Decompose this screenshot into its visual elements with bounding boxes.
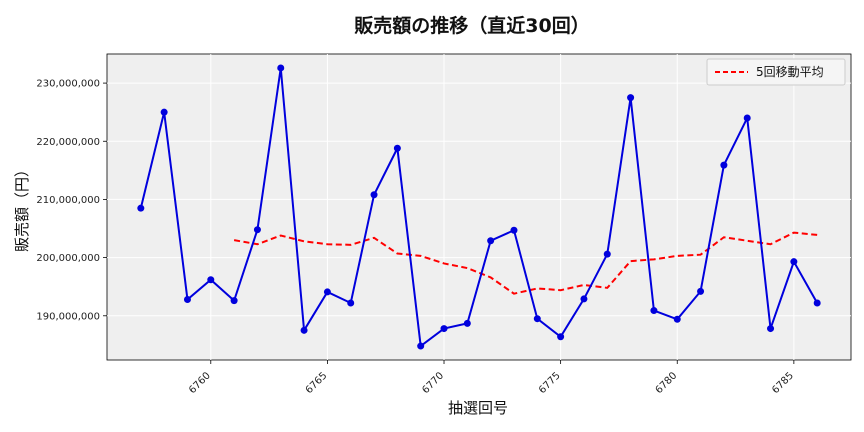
data-point bbox=[487, 237, 495, 245]
legend: 5回移動平均 bbox=[706, 58, 846, 86]
data-point bbox=[417, 342, 425, 350]
x-tick-label: 6785 bbox=[770, 370, 796, 396]
plot-area bbox=[106, 53, 852, 361]
y-tick-label: 200,000,000 bbox=[36, 253, 100, 264]
legend-box bbox=[706, 58, 846, 86]
legend-label-moving-average: 5回移動平均 bbox=[756, 65, 824, 79]
data-point bbox=[440, 325, 448, 333]
data-point bbox=[510, 226, 518, 234]
data-point bbox=[370, 191, 378, 199]
y-tick-label: 230,000,000 bbox=[36, 79, 100, 90]
data-point bbox=[277, 64, 285, 72]
data-point bbox=[300, 326, 308, 334]
y-tick-label: 190,000,000 bbox=[36, 311, 100, 322]
chart-title: 販売額の推移（直近30回） bbox=[354, 14, 589, 37]
y-tick-label: 220,000,000 bbox=[36, 137, 100, 148]
data-point bbox=[580, 295, 588, 303]
data-point bbox=[160, 108, 168, 116]
data-point bbox=[603, 250, 611, 258]
data-point bbox=[743, 114, 751, 122]
data-point bbox=[627, 94, 635, 102]
grid bbox=[107, 54, 851, 360]
data-point bbox=[323, 288, 331, 296]
y-axis-ticks: 190,000,000 200,000,000 210,000,000 220,000… bbox=[36, 79, 107, 322]
x-tick-label: 6780 bbox=[654, 370, 680, 396]
x-tick-label: 6765 bbox=[304, 370, 330, 396]
data-point bbox=[183, 295, 191, 303]
data-point bbox=[137, 204, 145, 212]
data-point bbox=[813, 299, 821, 307]
x-axis-ticks: 6760 6765 6770 6775 6780 6785 bbox=[187, 360, 796, 396]
data-point bbox=[650, 307, 658, 315]
y-axis-label: 販売額（円） bbox=[13, 162, 31, 252]
data-point bbox=[673, 315, 681, 323]
data-point bbox=[393, 144, 401, 152]
series bbox=[137, 64, 821, 350]
data-point bbox=[557, 333, 565, 341]
x-tick-label: 6770 bbox=[420, 370, 446, 396]
series-line-sales bbox=[139, 67, 819, 348]
x-tick-label: 6760 bbox=[187, 370, 213, 396]
data-point bbox=[463, 319, 471, 327]
data-point bbox=[533, 315, 541, 323]
data-point bbox=[230, 297, 238, 305]
data-point bbox=[347, 299, 355, 307]
series-line-moving-average bbox=[233, 231, 818, 295]
x-tick-label: 6775 bbox=[537, 370, 563, 396]
data-point bbox=[207, 276, 215, 284]
data-point bbox=[790, 258, 798, 266]
data-point bbox=[767, 325, 775, 333]
data-point bbox=[697, 287, 705, 295]
y-tick-label: 210,000,000 bbox=[36, 195, 100, 206]
data-point bbox=[720, 161, 728, 169]
data-point bbox=[253, 226, 261, 234]
x-axis-label: 抽選回号 bbox=[448, 399, 508, 417]
